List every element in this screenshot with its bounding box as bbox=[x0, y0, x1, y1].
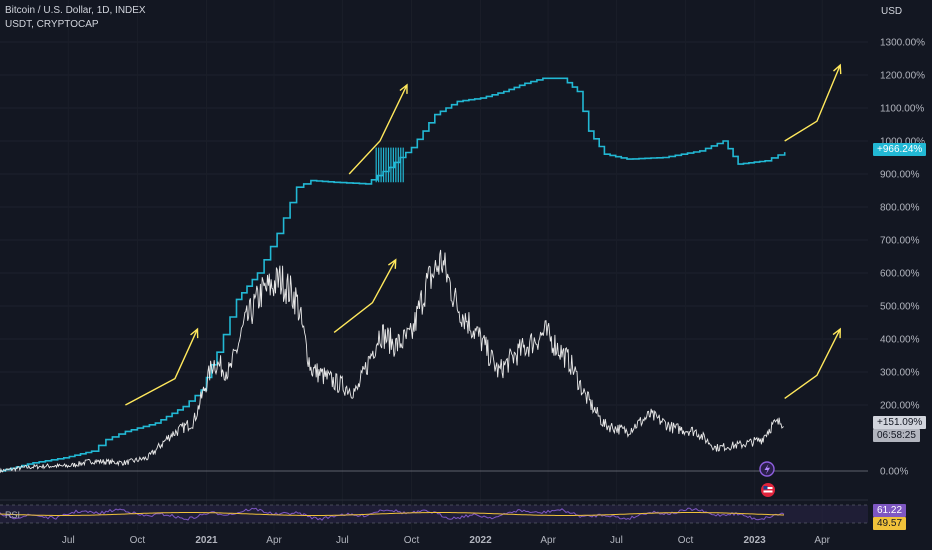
rsi-indicator-label[interactable]: RSI bbox=[5, 510, 21, 520]
y-tick-label: 500.00% bbox=[880, 302, 920, 313]
rsi-value-badge: 61.22 bbox=[873, 504, 907, 517]
usdt-series-line bbox=[0, 77, 786, 472]
x-tick-label: Apr bbox=[814, 535, 830, 546]
x-tick-label: 2022 bbox=[469, 535, 492, 546]
rsi-ma-value-badge: 49.57 bbox=[873, 517, 907, 530]
axis-unit-label[interactable]: USD bbox=[881, 6, 903, 17]
x-tick-label: Jul bbox=[610, 535, 623, 546]
y-tick-label: 0.00% bbox=[880, 467, 908, 478]
y-tick-label: 600.00% bbox=[880, 269, 920, 280]
usdt-last-value-badge: +966.24% bbox=[873, 143, 927, 156]
trend-arrow[interactable] bbox=[784, 64, 841, 142]
trend-arrow[interactable] bbox=[348, 84, 408, 175]
y-tick-label: 400.00% bbox=[880, 335, 920, 346]
legend-compare-symbol[interactable]: USDT, CRYPTOCAP bbox=[5, 19, 99, 30]
y-tick-label: 1000.00% bbox=[880, 137, 925, 148]
trend-arrow[interactable] bbox=[333, 259, 397, 333]
x-tick-label: 2021 bbox=[195, 535, 218, 546]
y-tick-label: 700.00% bbox=[880, 236, 920, 247]
trend-arrow[interactable] bbox=[784, 328, 841, 399]
x-tick-label: Jul bbox=[336, 535, 349, 546]
grid bbox=[0, 41, 868, 406]
lightning-icon[interactable] bbox=[759, 461, 775, 477]
y-tick-label: 300.00% bbox=[880, 368, 920, 379]
rsi-band bbox=[0, 505, 868, 523]
series-group bbox=[0, 77, 786, 474]
countdown-badge: 06:58:25 bbox=[873, 429, 920, 442]
trend-arrow-head bbox=[190, 327, 199, 339]
rsi-pane bbox=[0, 499, 868, 524]
y-tick-label: 1100.00% bbox=[880, 104, 924, 115]
rsi-line bbox=[0, 507, 785, 521]
x-axis: Jul Oct 2021 Apr Jul Oct 2022 Apr Jul Oct 2023 Apr bbox=[62, 535, 831, 546]
y-tick-label: 800.00% bbox=[880, 203, 920, 214]
y-tick-label: 1300.00% bbox=[880, 38, 925, 49]
annotations-group bbox=[125, 63, 842, 406]
trend-arrow-head bbox=[833, 63, 842, 75]
btc-series-line bbox=[0, 249, 784, 474]
flag-icon[interactable] bbox=[761, 483, 775, 497]
x-tick-label: 2023 bbox=[743, 535, 766, 546]
x-tick-label: Apr bbox=[266, 535, 282, 546]
x-tick-label: Oct bbox=[678, 535, 694, 546]
y-tick-label: 1200.00% bbox=[880, 71, 925, 82]
x-tick-label: Apr bbox=[540, 535, 556, 546]
rsi-ma-line bbox=[0, 512, 784, 516]
y-tick-label: 200.00% bbox=[880, 401, 920, 412]
btc-last-value-badge: +151.09% bbox=[873, 416, 927, 429]
trend-arrow-head bbox=[399, 83, 408, 94]
y-tick-label: 900.00% bbox=[880, 170, 920, 181]
trend-arrow-head bbox=[832, 327, 841, 339]
x-tick-label: Jul bbox=[62, 535, 75, 546]
trend-arrow-head bbox=[387, 258, 397, 269]
legend-main-symbol[interactable]: Bitcoin / U.S. Dollar, 1D, INDEX bbox=[5, 5, 146, 16]
trend-arrow[interactable] bbox=[125, 328, 199, 406]
y-axis: 1300.00% 1200.00% 1100.00% 1000.00% 900.00% 8… bbox=[880, 38, 925, 478]
x-tick-label: Oct bbox=[404, 535, 420, 546]
x-tick-label: Oct bbox=[130, 535, 146, 546]
